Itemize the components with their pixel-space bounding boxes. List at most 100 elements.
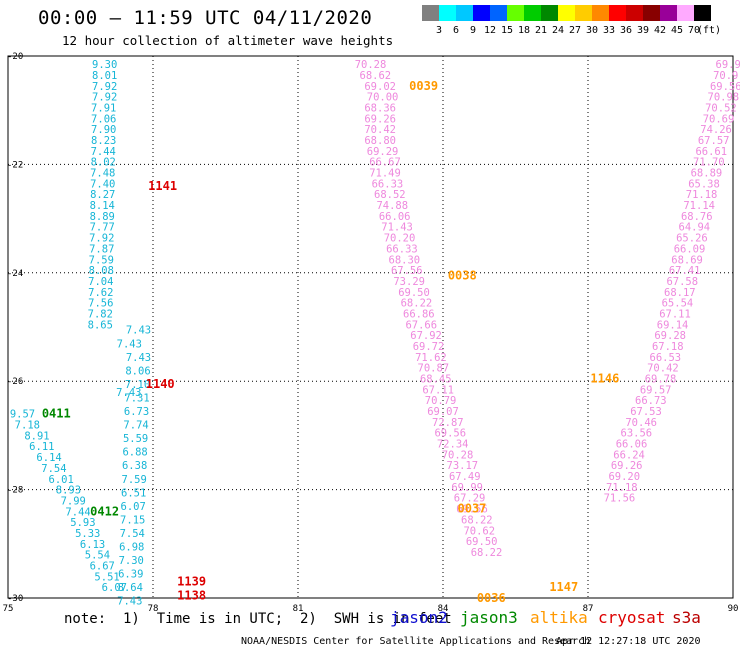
wave-height-value: 67.92: [410, 330, 442, 342]
x-tick-label: 78: [148, 604, 159, 614]
wave-height-value: 6.14: [36, 452, 61, 464]
color-scale-label: 70: [687, 25, 701, 36]
wave-height-value: 65.26: [676, 233, 708, 245]
y-tick-label: -26: [7, 377, 23, 387]
wave-height-value: 5.33: [75, 528, 100, 540]
wave-height-value: 66.24: [613, 449, 645, 461]
color-scale-swatch: [626, 5, 643, 21]
wave-height-value: 5.54: [85, 550, 110, 562]
wave-height-value: 73.17: [447, 460, 479, 472]
x-tick-label: 87: [583, 604, 594, 614]
wave-height-value: 6.38: [122, 460, 147, 472]
color-scale-label: 36: [619, 25, 633, 36]
wave-height-value: 74.26: [700, 124, 732, 136]
wave-height-value: 68.22: [471, 547, 503, 559]
wave-height-value: 70.9: [713, 70, 738, 82]
wave-height-value: 67.66: [405, 319, 437, 331]
wave-height-value: 70.52: [705, 102, 737, 114]
color-scale-swatch: [660, 5, 677, 21]
wave-height-value: 8.89: [90, 211, 115, 223]
header-title: 00:00 — 11:59 UTC 04/11/2020: [38, 7, 373, 29]
wave-height-value: 8.27: [90, 189, 115, 201]
color-scale-label: 42: [653, 25, 667, 36]
x-tick-label: 81: [293, 604, 304, 614]
wave-height-value: 6.11: [29, 441, 54, 453]
color-scale-unit: (ft): [697, 25, 722, 36]
wave-height-value: 69.56: [710, 81, 740, 93]
wave-height-value: 7.62: [88, 287, 113, 299]
wave-height-value: 67.57: [698, 135, 730, 147]
wave-height-value: 69.14: [657, 319, 689, 331]
wave-height-value: 68.22: [461, 514, 493, 526]
wave-height-value: 67.11: [422, 384, 454, 396]
color-scale-label: 30: [585, 25, 599, 36]
wave-height-value: 6.07: [102, 582, 127, 594]
wave-height-value: 70.98: [708, 92, 740, 104]
wave-height-value: 7.90: [91, 124, 116, 136]
wave-height-value: 68.17: [664, 287, 696, 299]
wave-height-value: 7.99: [61, 495, 86, 507]
wave-height-value: 6.67: [90, 560, 115, 572]
color-scale-label: 18: [517, 25, 531, 36]
wave-height-value: 7.59: [89, 254, 114, 266]
wave-height-value: 6.07: [121, 501, 146, 513]
pass-time-label: 1138: [177, 588, 206, 602]
color-scale-label: 21: [534, 25, 548, 36]
wave-height-value: 67.49: [449, 471, 481, 483]
wave-height-value: 70.28: [442, 449, 474, 461]
wave-height-value: 8.93: [56, 485, 81, 497]
color-scale-swatch: [524, 5, 541, 21]
wave-height-value: 68.76: [681, 211, 713, 223]
wave-height-value: 7.87: [89, 243, 114, 255]
wave-height-value: 71.70: [693, 157, 725, 169]
wave-height-value: 71.56: [604, 493, 636, 505]
wave-height-value: 7.43: [126, 352, 151, 364]
wave-height-value: 7.54: [41, 463, 66, 475]
wave-height-value: 69.57: [640, 384, 672, 396]
wave-height-value: 70.20: [384, 233, 416, 245]
color-scale-label: 45: [670, 25, 684, 36]
wave-height-value: 7.31: [124, 392, 149, 404]
wave-height-value: 69.9: [716, 59, 740, 71]
color-scale-swatch: [541, 5, 558, 21]
wave-height-value: 66.33: [372, 178, 404, 190]
wave-height-value: 7.43: [126, 325, 151, 337]
wave-height-value: 66.67: [369, 157, 401, 169]
wave-height-value: 67.29: [454, 493, 486, 505]
wave-height-value: 5.51: [94, 571, 119, 583]
wave-height-value: 6.88: [122, 447, 147, 459]
wave-height-value: 8.14: [90, 200, 115, 212]
wave-height-value: 66.86: [403, 308, 435, 320]
wave-height-value: 70.87: [418, 363, 450, 375]
wave-height-value: 7.74: [123, 420, 148, 432]
wave-height-value: 7.43: [116, 387, 141, 399]
color-scale-swatch: [490, 5, 507, 21]
wave-height-value: 68.30: [389, 254, 421, 266]
wave-height-value: 6.98: [119, 542, 144, 554]
color-scale-label: 27: [568, 25, 582, 36]
wave-height-value: 7.54: [120, 528, 145, 540]
wave-height-value: 68.22: [401, 298, 433, 310]
wave-height-value: 7.44: [65, 506, 90, 518]
wave-height-value: 7.48: [90, 168, 115, 180]
wave-height-value: 69.99: [451, 482, 483, 494]
color-scale-label: 6: [452, 25, 460, 36]
wave-height-value: 7.10: [125, 379, 150, 391]
wave-height-value: 70.46: [625, 417, 657, 429]
wave-height-value: 7.59: [122, 474, 147, 486]
wave-height-value: 68.36: [364, 102, 396, 114]
wave-height-value: 7.40: [90, 178, 115, 190]
plot-frame: [7, 55, 734, 599]
color-scale-swatch: [558, 5, 575, 21]
wave-height-value: 7.18: [15, 420, 40, 432]
wave-height-value: 67.56: [391, 265, 423, 277]
wave-height-value: 70.00: [367, 92, 399, 104]
wave-height-value: 8.64: [118, 582, 143, 594]
y-tick-label: -22: [7, 160, 23, 170]
wave-height-value: 63.56: [621, 428, 653, 440]
wave-height-value: 68.62: [360, 70, 392, 82]
wave-height-value: 69.50: [466, 536, 498, 548]
wave-height-value: 70.42: [647, 363, 679, 375]
legend-s3a: s3a: [672, 608, 701, 627]
